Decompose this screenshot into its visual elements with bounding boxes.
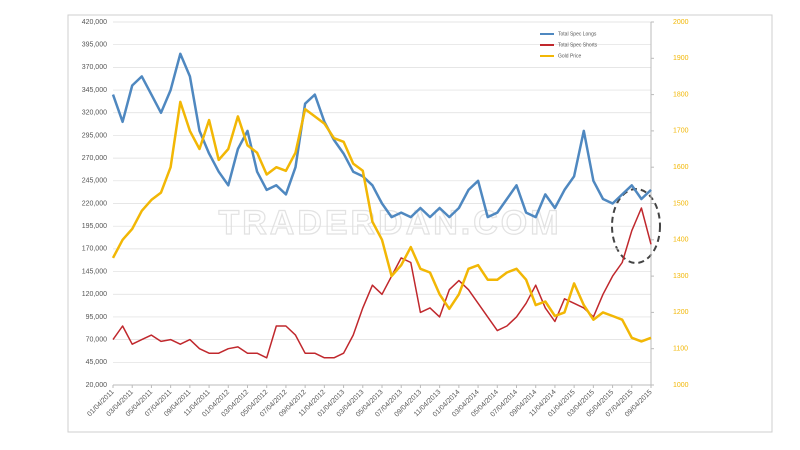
y2-tick-label: 1100: [673, 346, 688, 353]
legend-label: Total Spec Shorts: [558, 42, 598, 48]
y-tick-label: 270,000: [82, 155, 107, 162]
y-tick-label: 320,000: [82, 110, 107, 117]
y2-tick-label: 1700: [673, 128, 689, 135]
y-tick-label: 245,000: [82, 178, 107, 185]
y-tick-label: 170,000: [82, 246, 107, 253]
y-tick-label: 120,000: [82, 291, 107, 298]
y-tick-label: 395,000: [82, 42, 107, 49]
y-tick-label: 95,000: [86, 314, 108, 321]
y2-tick-label: 2000: [673, 19, 689, 26]
y-tick-label: 420,000: [82, 19, 107, 26]
y2-tick-label: 1800: [673, 91, 689, 98]
watermark: TRADERDAN.COM: [218, 204, 561, 242]
y2-tick-label: 1400: [673, 237, 689, 244]
y2-tick-label: 1200: [673, 309, 689, 316]
y-tick-label: 220,000: [82, 200, 107, 207]
y-tick-label: 345,000: [82, 87, 107, 94]
y2-tick-label: 1900: [673, 55, 689, 62]
y-tick-label: 45,000: [86, 359, 108, 366]
y-tick-label: 70,000: [86, 336, 108, 343]
y2-tick-label: 1000: [673, 382, 689, 389]
series-line: [112, 207, 652, 359]
y-tick-label: 195,000: [82, 223, 107, 230]
legend-label: Gold Price: [558, 53, 582, 59]
y-tick-label: 370,000: [82, 64, 107, 71]
highlight-circle: [611, 188, 661, 264]
series-line: [111, 100, 652, 343]
y2-tick-label: 1300: [673, 273, 689, 280]
y-tick-label: 145,000: [82, 268, 107, 275]
legend-label: Total Spec Longs: [558, 31, 597, 37]
y2-tick-label: 1600: [673, 164, 689, 171]
y-tick-label: 20,000: [86, 382, 108, 389]
y-tick-label: 295,000: [82, 132, 107, 139]
y2-tick-label: 1500: [673, 200, 689, 207]
